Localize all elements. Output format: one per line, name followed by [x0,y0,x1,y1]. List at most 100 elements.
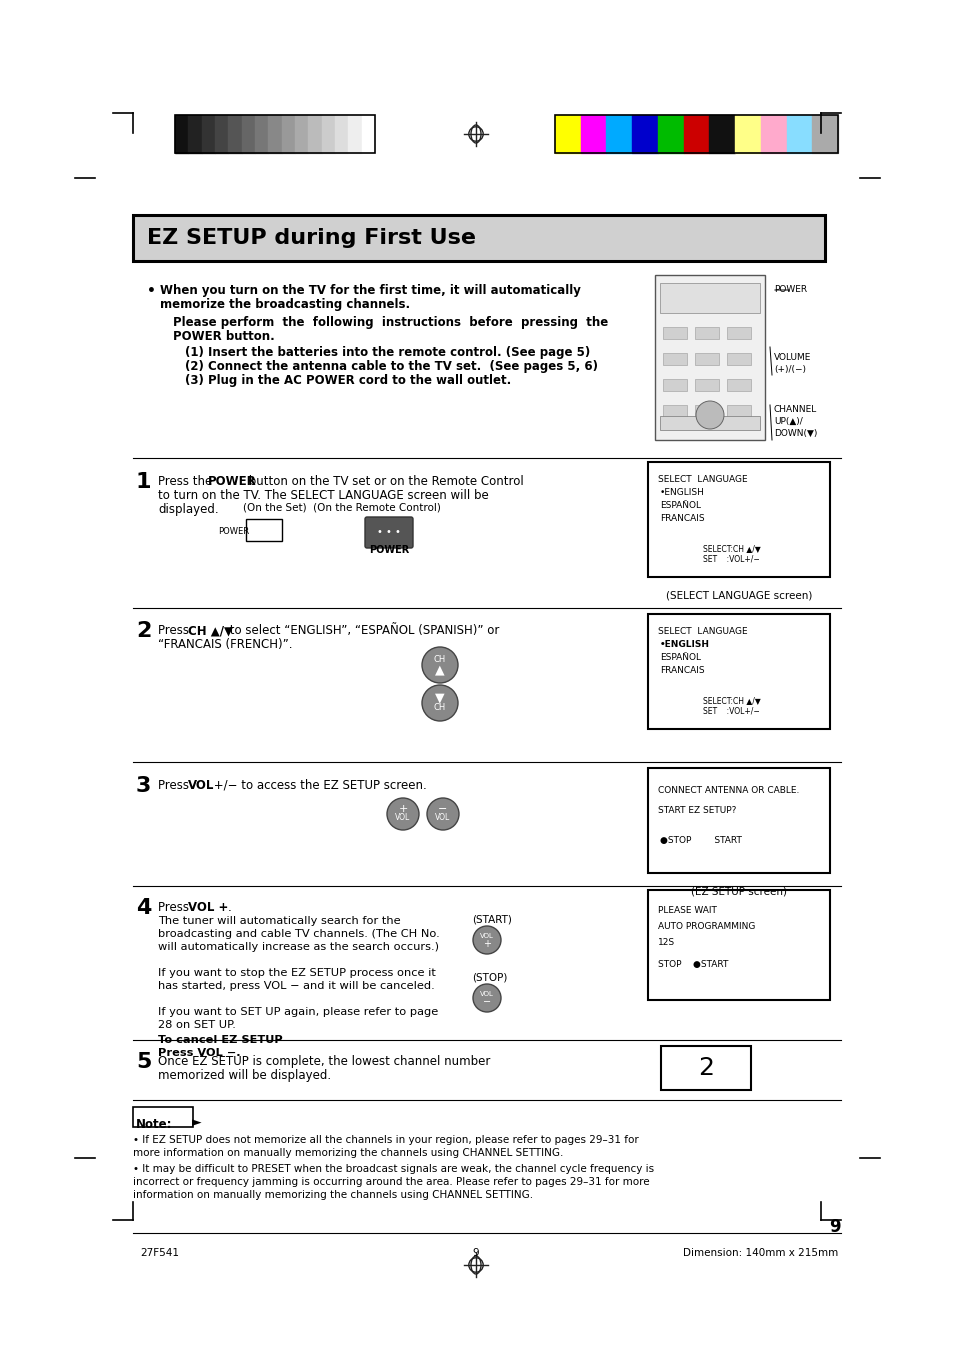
Text: CH ▲/▼: CH ▲/▼ [188,624,233,638]
Text: more information on manually memorizing the channels using CHANNEL SETTING.: more information on manually memorizing … [132,1148,563,1158]
Bar [655,276,764,440]
Bar [658,115,683,153]
Text: If you want to stop the EZ SETUP process once it: If you want to stop the EZ SETUP process… [158,969,436,978]
Text: VOL: VOL [188,780,214,792]
Text: POWER button.: POWER button. [172,330,274,343]
Text: +: + [482,939,491,948]
Bar [659,416,760,430]
Text: (1) Insert the batteries into the remote control. (See page 5): (1) Insert the batteries into the remote… [185,346,590,359]
Text: STOP    ●START: STOP ●START [658,961,727,969]
Text: CHANNEL: CHANNEL [773,405,817,413]
Text: VOLUME: VOLUME [773,353,810,362]
Text: “FRANCAIS (FRENCH)”.: “FRANCAIS (FRENCH)”. [158,638,293,651]
Bar [811,115,837,153]
Text: SET    :VOL+/−: SET :VOL+/− [702,707,759,716]
Bar [321,115,335,153]
Bar [662,353,686,365]
Text: Note:: Note: [136,1119,172,1131]
Text: will automatically increase as the search occurs.): will automatically increase as the searc… [158,942,438,952]
Bar [188,115,201,153]
Text: VOL: VOL [479,992,494,997]
Bar [268,115,281,153]
Text: VOL +: VOL + [188,901,228,915]
Text: −: − [482,997,491,1006]
Text: (STOP): (STOP) [472,971,507,982]
Text: button on the TV set or on the Remote Control: button on the TV set or on the Remote Co… [245,476,523,488]
Bar [308,115,321,153]
Text: •ENGLISH: •ENGLISH [659,488,704,497]
Text: Please perform  the  following  instructions  before  pressing  the: Please perform the following instruction… [172,316,608,330]
Text: −: − [437,804,447,815]
Bar [606,115,632,153]
Bar [647,890,829,1000]
Text: ▼: ▼ [435,692,444,704]
Text: 2: 2 [136,621,152,640]
Text: (On the Set)  (On the Remote Control): (On the Set) (On the Remote Control) [243,503,440,513]
Text: +: + [398,804,407,815]
Text: PLEASE WAIT: PLEASE WAIT [658,907,716,915]
Bar [632,115,658,153]
Text: ESPAÑOL: ESPAÑOL [659,653,700,662]
Text: •ENGLISH: •ENGLISH [659,640,709,648]
Bar [228,115,241,153]
Text: If you want to SET UP again, please refer to page: If you want to SET UP again, please refe… [158,1006,437,1017]
Text: START EZ SETUP?: START EZ SETUP? [658,807,736,815]
Bar [555,115,580,153]
Text: ►: ► [192,1116,201,1129]
Bar [294,115,308,153]
Text: Dimension: 140mm x 215mm: Dimension: 140mm x 215mm [682,1248,837,1258]
Text: Press: Press [158,901,193,915]
Text: Once EZ SETUP is complete, the lowest channel number: Once EZ SETUP is complete, the lowest ch… [158,1055,490,1069]
Bar [726,327,750,339]
Circle shape [696,401,723,430]
Text: DOWN(▼): DOWN(▼) [773,430,817,438]
Circle shape [421,647,457,684]
Text: 2: 2 [698,1056,713,1079]
Text: .: . [228,901,232,915]
Text: EZ SETUP during First Use: EZ SETUP during First Use [147,228,476,249]
Text: SET    :VOL+/−: SET :VOL+/− [702,555,759,563]
Text: The tuner will automatically search for the: The tuner will automatically search for … [158,916,400,925]
Bar [695,353,719,365]
Text: (+)/(−): (+)/(−) [773,365,805,374]
Text: ●STOP        START: ●STOP START [659,836,741,844]
FancyBboxPatch shape [365,517,413,549]
Text: (START): (START) [472,915,512,924]
Text: • It may be difficult to PRESET when the broadcast signals are weak, the channel: • It may be difficult to PRESET when the… [132,1165,654,1174]
Text: CONNECT ANTENNA OR CABLE.: CONNECT ANTENNA OR CABLE. [658,786,799,794]
Text: SELECT:CH ▲/▼: SELECT:CH ▲/▼ [702,696,760,705]
Text: FRANCAIS: FRANCAIS [659,666,704,676]
Text: AUTO PROGRAMMING: AUTO PROGRAMMING [658,921,755,931]
Bar [174,115,375,153]
Bar [735,115,760,153]
Bar [580,115,606,153]
Text: ESPAÑOL: ESPAÑOL [659,501,700,509]
Bar [760,115,785,153]
Bar [174,115,188,153]
Bar [726,380,750,390]
Text: (3) Plug in the AC POWER cord to the wall outlet.: (3) Plug in the AC POWER cord to the wal… [185,374,511,386]
Text: 27F541: 27F541 [140,1248,179,1258]
Bar [132,215,824,261]
Text: 4: 4 [136,898,152,917]
Bar [241,115,254,153]
Circle shape [473,925,500,954]
Circle shape [387,798,418,830]
Text: POWER: POWER [208,476,256,488]
Text: (SELECT LANGUAGE screen): (SELECT LANGUAGE screen) [665,590,811,601]
Text: displayed.: displayed. [158,503,218,516]
Bar [555,115,837,153]
Circle shape [421,685,457,721]
Bar [726,353,750,365]
Circle shape [473,984,500,1012]
Text: 9: 9 [828,1219,841,1236]
Text: has started, press VOL − and it will be canceled.: has started, press VOL − and it will be … [158,981,435,992]
Bar [647,613,829,730]
Text: 12S: 12S [658,938,675,947]
Text: (EZ SETUP screen): (EZ SETUP screen) [690,888,786,897]
Bar [662,405,686,417]
Text: VOL: VOL [435,813,450,823]
Text: incorrect or frequency jamming is occurring around the area. Please refer to pag: incorrect or frequency jamming is occurr… [132,1177,649,1188]
Text: Press the: Press the [158,476,215,488]
Text: POWER: POWER [369,544,409,555]
